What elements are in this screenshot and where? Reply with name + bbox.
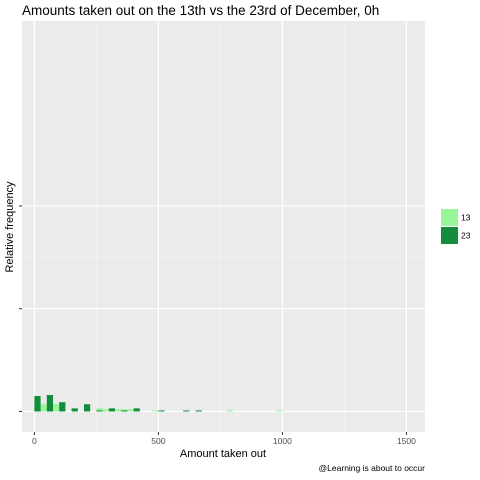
legend-label-23: 23 <box>461 231 471 241</box>
x-tick-label: 1500 <box>397 436 416 446</box>
bar-23 <box>158 410 165 412</box>
bar-13 <box>152 410 159 412</box>
bar-13 <box>276 410 283 412</box>
x-tick-label: 0 <box>32 436 37 446</box>
bar-23 <box>59 402 66 412</box>
bar-23 <box>46 395 53 412</box>
legend-key-23 <box>441 227 458 244</box>
legend: 13 23 <box>441 209 471 244</box>
y-axis-label: Relative frequency <box>4 181 16 273</box>
x-tick-label: 500 <box>151 436 165 446</box>
legend-key-13 <box>441 209 458 226</box>
bar-23 <box>183 410 190 412</box>
bar-13 <box>115 409 122 412</box>
legend-label-13: 13 <box>461 213 471 223</box>
bar-23 <box>121 410 128 412</box>
bar-13 <box>226 410 233 412</box>
x-tick-label: 1000 <box>273 436 292 446</box>
bar-23 <box>133 408 140 412</box>
x-axis-label: Amount taken out <box>180 448 266 460</box>
caption: @Learning is about to occur <box>319 463 426 473</box>
axes: 0 500 1000 1500 <box>19 205 416 446</box>
bar-23 <box>195 410 202 412</box>
bar-23 <box>71 408 78 412</box>
bar-13 <box>96 408 103 412</box>
plot-panel <box>22 21 425 432</box>
bars <box>34 395 283 412</box>
bar-13 <box>53 404 60 412</box>
bar-13 <box>102 409 109 412</box>
grid <box>22 21 425 432</box>
bar-23 <box>84 404 91 412</box>
bar-23 <box>34 396 41 412</box>
bar-13 <box>40 404 47 412</box>
chart-title: Amounts taken out on the 13th vs the 23r… <box>22 3 379 18</box>
bar-23 <box>96 410 103 412</box>
bar-23 <box>108 408 115 412</box>
bar-13 <box>127 409 134 412</box>
